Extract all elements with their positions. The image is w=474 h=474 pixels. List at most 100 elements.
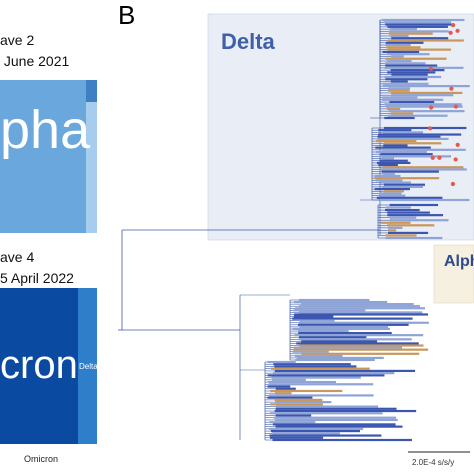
- tip-bar: [387, 211, 430, 214]
- panel-b-letter: B: [118, 0, 136, 30]
- tip-bar: [299, 344, 424, 347]
- tip-bar: [383, 144, 408, 147]
- tip-bar: [384, 208, 420, 212]
- tip-bar: [381, 185, 423, 189]
- tip-bar: [387, 214, 444, 217]
- tip-bar: [387, 89, 410, 92]
- wave4-header: ave 4 5 April 2022: [0, 247, 74, 289]
- tip-bar: [301, 340, 378, 343]
- tip-bar: [391, 37, 449, 40]
- delta-clade-label: Delta: [221, 29, 275, 54]
- tip-bar: [267, 360, 296, 364]
- tip-bar: [390, 34, 409, 38]
- omicron-legend-label: Omicron: [24, 454, 59, 464]
- tip-bar: [387, 25, 448, 28]
- tip-bar: [299, 325, 389, 328]
- tip-marker: [428, 66, 434, 71]
- tip-bar: [269, 412, 383, 415]
- tip-bar: [274, 409, 417, 413]
- tip-bar: [269, 427, 364, 430]
- tip-bar: [298, 311, 423, 314]
- tip-marker: [449, 86, 454, 91]
- tree-branches: [118, 18, 470, 442]
- tip-bar: [273, 372, 395, 375]
- tip-bar: [383, 190, 404, 193]
- tip-bar: [269, 434, 382, 437]
- tip-bar: [375, 179, 403, 182]
- tip-bar: [295, 307, 425, 310]
- tip-bar: [272, 423, 396, 426]
- tip-bar: [376, 196, 443, 199]
- tip-marker: [453, 104, 458, 109]
- tip-bar: [384, 116, 415, 120]
- tip-bar: [380, 221, 411, 224]
- tip-bar: [271, 378, 306, 381]
- tip-bar: [382, 131, 424, 134]
- tip-bar: [383, 183, 425, 186]
- tip-marker: [429, 105, 434, 110]
- tip-bar: [374, 177, 440, 180]
- tip-bar: [267, 396, 313, 399]
- tip-bar: [294, 313, 428, 316]
- tip-bar: [273, 363, 351, 366]
- tip-bar: [269, 403, 323, 406]
- tip-bar: [381, 157, 395, 160]
- tip-bar: [375, 150, 427, 154]
- alpha-treemap-strip-light: [86, 102, 97, 233]
- tip-bar: [387, 71, 436, 74]
- tip-bar: [390, 91, 463, 95]
- tip-bar: [374, 187, 410, 191]
- tip-bar: [382, 84, 470, 88]
- tip-bar: [269, 436, 324, 439]
- tip-bar: [293, 315, 334, 318]
- tip-bar: [388, 87, 411, 90]
- tip-bar: [384, 66, 464, 69]
- tip-bar: [274, 398, 323, 401]
- tip-bar: [267, 374, 385, 377]
- tip-markers: [428, 23, 460, 187]
- tip-bar: [269, 383, 374, 386]
- wave2-title: ave 2: [0, 32, 35, 48]
- wave4-date: 5 April 2022: [0, 270, 74, 286]
- tip-bar: [270, 367, 370, 370]
- tip-bar: [382, 18, 465, 22]
- tip-bar: [299, 319, 335, 322]
- tip-bar: [298, 332, 392, 335]
- tip-bar: [274, 369, 416, 373]
- tip-bar: [274, 418, 398, 422]
- tip-bar: [387, 229, 397, 232]
- tip-bar: [384, 75, 442, 79]
- tip-bar: [272, 438, 412, 442]
- tip-bar: [275, 401, 332, 404]
- tip-bar: [387, 224, 435, 227]
- alpha-treemap-label: pha: [0, 100, 91, 160]
- tip-bar: [388, 110, 465, 113]
- tip-bar: [389, 203, 439, 207]
- tip-bar: [380, 168, 467, 171]
- tip-bar: [391, 112, 414, 115]
- tip-bar: [270, 389, 343, 393]
- tip-bar: [294, 334, 424, 337]
- tip-marker: [453, 157, 458, 162]
- tip-bar: [301, 352, 420, 355]
- tip-bar: [385, 78, 428, 81]
- tip-bar: [387, 226, 403, 229]
- alpha-treemap-block: [0, 80, 97, 233]
- tip-bar: [388, 32, 433, 35]
- tip-bar: [374, 174, 401, 178]
- tip-bar: [267, 380, 337, 384]
- tip-bar: [275, 414, 312, 417]
- tip-marker: [450, 23, 456, 28]
- tip-bar: [383, 142, 442, 145]
- tip-bar: [389, 219, 449, 222]
- tip-bar: [387, 53, 430, 56]
- tip-bar: [387, 48, 452, 51]
- tip-bar: [274, 365, 357, 368]
- delta-treemap-label: Delta: [79, 362, 98, 371]
- tip-marker: [430, 155, 435, 160]
- tip-bar: [378, 133, 462, 136]
- tip-bar: [378, 163, 398, 167]
- tip-bar: [297, 323, 409, 326]
- tip-bar: [390, 80, 408, 83]
